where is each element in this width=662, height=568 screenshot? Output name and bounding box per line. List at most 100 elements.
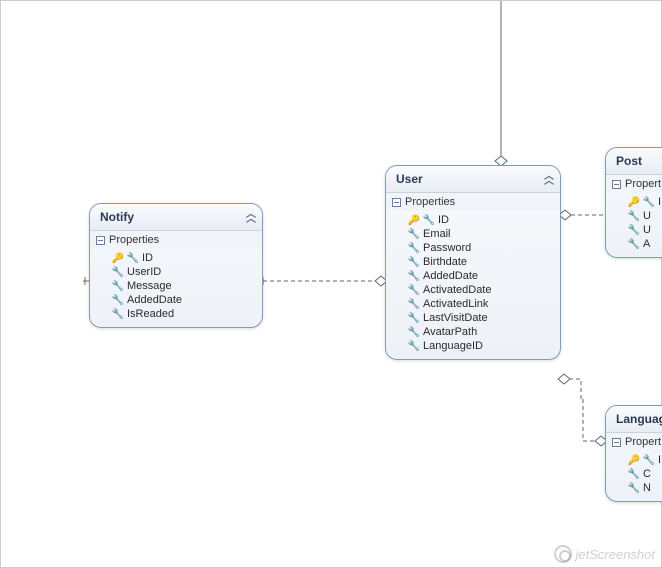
collapse-icon[interactable]: ︿︿ [246, 212, 254, 222]
entity-title: Post [616, 154, 642, 168]
property-row[interactable]: 🔧Birthdate [390, 255, 556, 269]
key-icon: 🔑 [628, 454, 640, 466]
property-row[interactable]: 🔑 🔧 ID [390, 213, 556, 227]
wrench-icon: 🔧 [408, 340, 420, 352]
wrench-icon: 🔧 [408, 256, 420, 268]
property-name: C [643, 468, 651, 480]
wrench-icon: 🔧 [127, 252, 139, 264]
entity-title: Notify [100, 210, 134, 224]
property-row[interactable]: 🔧Password [390, 241, 556, 255]
property-row[interactable]: 🔧AvatarPath [390, 325, 556, 339]
property-name: I [658, 454, 661, 466]
property-name: AvatarPath [423, 326, 477, 338]
entity-header-language[interactable]: Language [606, 406, 662, 433]
section-label: Properties [405, 196, 455, 208]
property-list: 🔑 🔧 I 🔧C 🔧N [606, 451, 662, 501]
entity-post[interactable]: Post Propert 🔑 🔧 I 🔧U 🔧U 🔧A [605, 147, 662, 258]
property-name: AddedDate [423, 270, 478, 282]
entity-header-user[interactable]: User ︿︿ [386, 166, 560, 193]
property-name: Email [423, 228, 451, 240]
wrench-icon: 🔧 [408, 242, 420, 254]
property-name: U [643, 224, 651, 236]
wrench-icon: 🔧 [408, 326, 420, 338]
property-name: ActivatedLink [423, 298, 488, 310]
property-name: U [643, 210, 651, 222]
key-icon: 🔑 [112, 252, 124, 264]
diagram-canvas: Notify ︿︿ Properties 🔑 🔧 ID 🔧 UserID 🔧 M… [1, 1, 661, 567]
property-row[interactable]: 🔑 🔧 ID [94, 251, 258, 265]
wrench-icon: 🔧 [423, 214, 435, 226]
collapse-section-icon[interactable] [612, 180, 621, 189]
watermark-text: jetScreenshot [576, 547, 656, 562]
wrench-icon: 🔧 [112, 308, 124, 320]
property-name: Birthdate [423, 256, 467, 268]
property-row[interactable]: 🔑 🔧 I [610, 453, 662, 467]
section-header[interactable]: Properties [90, 231, 262, 249]
property-row[interactable]: 🔧 IsReaded [94, 307, 258, 321]
property-name: ID [142, 252, 153, 264]
wrench-icon: 🔧 [643, 196, 655, 208]
property-row[interactable]: 🔧LastVisitDate [390, 311, 556, 325]
property-name: IsReaded [127, 308, 174, 320]
property-list: 🔑 🔧 I 🔧U 🔧U 🔧A [606, 193, 662, 257]
property-row[interactable]: 🔧Email [390, 227, 556, 241]
key-icon: 🔑 [408, 214, 420, 226]
property-name: Password [423, 242, 471, 254]
property-row[interactable]: 🔧 Message [94, 279, 258, 293]
entity-title: Language [616, 412, 662, 426]
wrench-icon: 🔧 [112, 294, 124, 306]
wrench-icon: 🔧 [643, 454, 655, 466]
property-name: ActivatedDate [423, 284, 491, 296]
wrench-icon: 🔧 [628, 468, 640, 480]
wrench-icon: 🔧 [628, 238, 640, 250]
property-row[interactable]: 🔧U [610, 209, 662, 223]
key-icon: 🔑 [628, 196, 640, 208]
entity-header-notify[interactable]: Notify ︿︿ [90, 204, 262, 231]
wrench-icon: 🔧 [628, 210, 640, 222]
property-list: 🔑 🔧 ID 🔧Email 🔧Password 🔧Birthdate 🔧Adde… [386, 211, 560, 359]
entity-header-post[interactable]: Post [606, 148, 662, 175]
property-row[interactable]: 🔧AddedDate [390, 269, 556, 283]
section-header[interactable]: Properties [386, 193, 560, 211]
property-row[interactable]: 🔧U [610, 223, 662, 237]
wrench-icon: 🔧 [408, 284, 420, 296]
collapse-icon[interactable]: ︿︿ [544, 174, 552, 184]
property-row[interactable]: 🔧 UserID [94, 265, 258, 279]
property-name: I [658, 196, 661, 208]
property-name: AddedDate [127, 294, 182, 306]
entity-user[interactable]: User ︿︿ Properties 🔑 🔧 ID 🔧Email 🔧Passwo… [385, 165, 561, 360]
wrench-icon: 🔧 [112, 266, 124, 278]
property-name: ID [438, 214, 449, 226]
property-name: LanguageID [423, 340, 483, 352]
property-row[interactable]: 🔧LanguageID [390, 339, 556, 353]
collapse-section-icon[interactable] [612, 438, 621, 447]
section-header[interactable]: Propert [606, 433, 662, 451]
property-row[interactable]: 🔧ActivatedDate [390, 283, 556, 297]
property-row[interactable]: 🔧A [610, 237, 662, 251]
property-list: 🔑 🔧 ID 🔧 UserID 🔧 Message 🔧 AddedDate 🔧 … [90, 249, 262, 327]
property-row[interactable]: 🔧 AddedDate [94, 293, 258, 307]
entity-language[interactable]: Language Propert 🔑 🔧 I 🔧C 🔧N [605, 405, 662, 502]
property-row[interactable]: 🔧C [610, 467, 662, 481]
section-label: Properties [109, 234, 159, 246]
section-label: Propert [625, 436, 661, 448]
wrench-icon: 🔧 [408, 298, 420, 310]
collapse-section-icon[interactable] [392, 198, 401, 207]
entity-notify[interactable]: Notify ︿︿ Properties 🔑 🔧 ID 🔧 UserID 🔧 M… [89, 203, 263, 328]
property-name: N [643, 482, 651, 494]
wrench-icon: 🔧 [408, 228, 420, 240]
section-header[interactable]: Propert [606, 175, 662, 193]
property-row[interactable]: 🔧N [610, 481, 662, 495]
wrench-icon: 🔧 [628, 224, 640, 236]
property-name: Message [127, 280, 172, 292]
entity-title: User [396, 172, 423, 186]
section-label: Propert [625, 178, 661, 190]
wrench-icon: 🔧 [628, 482, 640, 494]
property-row[interactable]: 🔑 🔧 I [610, 195, 662, 209]
watermark: jetScreenshot [554, 545, 656, 563]
wrench-icon: 🔧 [408, 312, 420, 324]
property-name: UserID [127, 266, 161, 278]
wrench-icon: 🔧 [408, 270, 420, 282]
property-row[interactable]: 🔧ActivatedLink [390, 297, 556, 311]
collapse-section-icon[interactable] [96, 236, 105, 245]
